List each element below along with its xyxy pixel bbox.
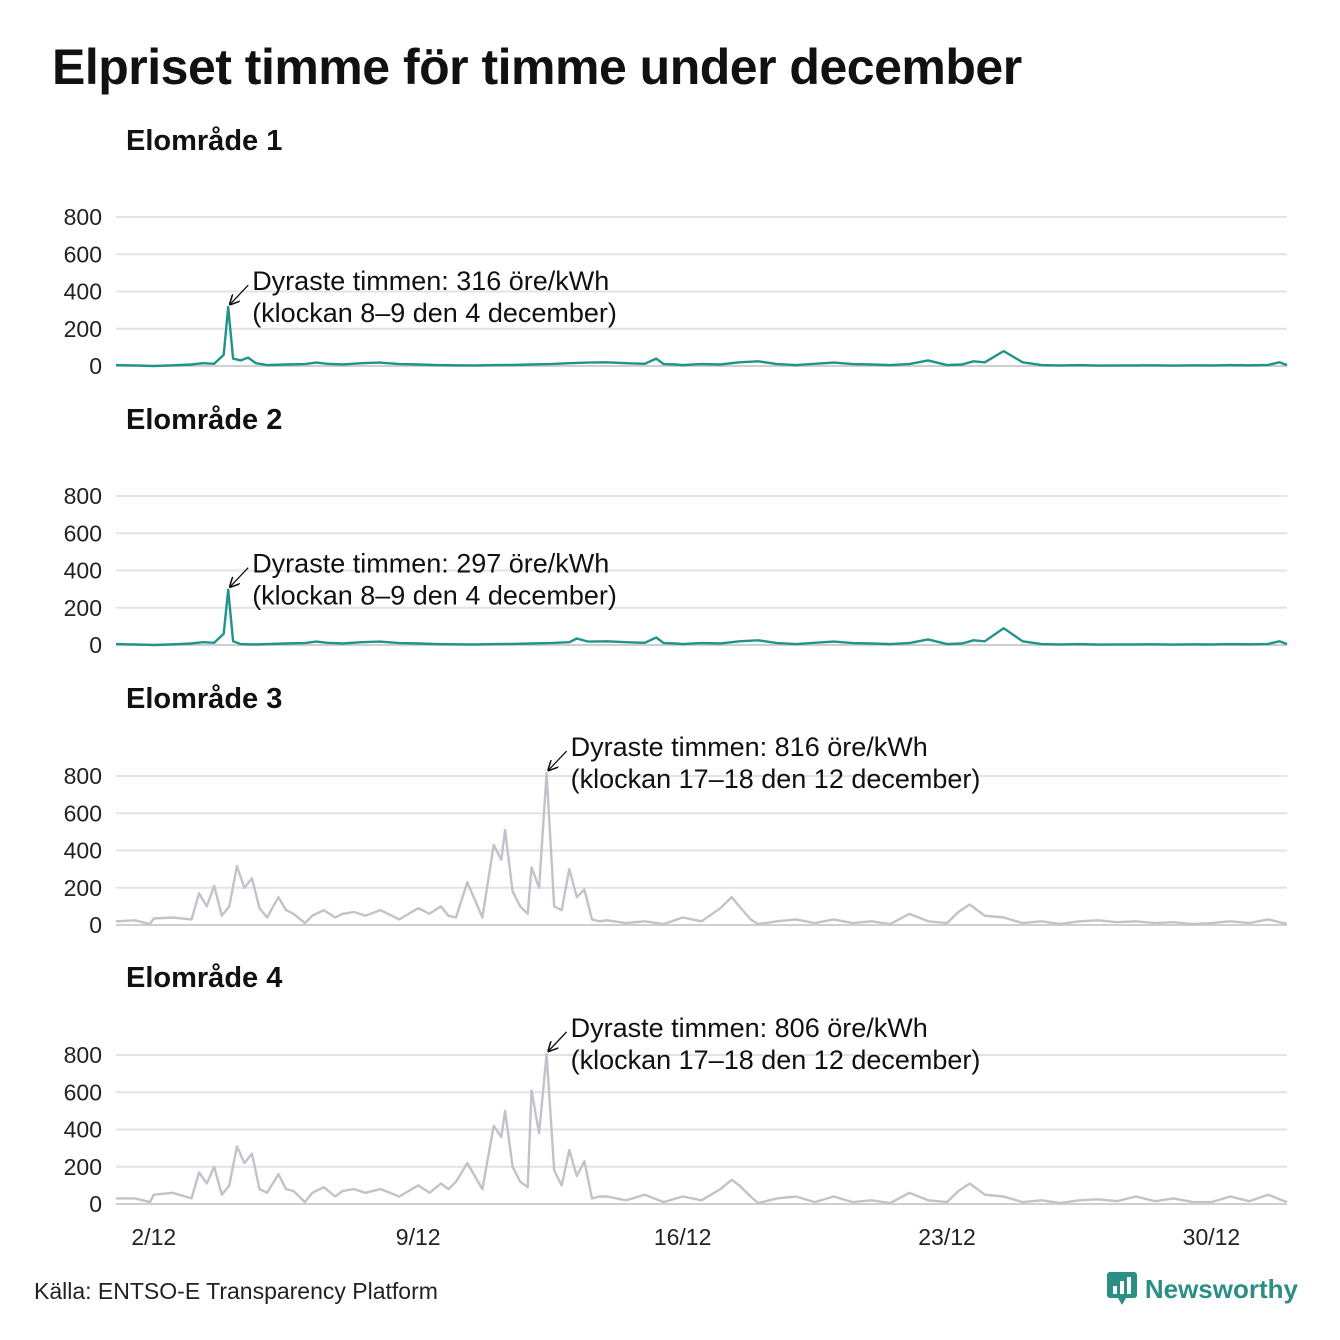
y-tick-label: 600 — [64, 241, 102, 267]
series-line — [115, 305, 1288, 368]
annotation-text: (klockan 17–18 den 12 december) — [571, 1045, 981, 1075]
series-line — [115, 771, 1288, 926]
newsworthy-logo-icon — [1106, 1272, 1137, 1305]
annotation-text: Dyraste timmen: 816 öre/kWh — [571, 732, 928, 762]
y-tick-label: 400 — [64, 838, 102, 864]
panel-title: Elområde 2 — [126, 404, 282, 436]
y-tick-label: 200 — [64, 875, 102, 901]
chart-panel-1: Elområde 1 0 200 400 600 800 Dyraste timmen: 3… — [64, 125, 1288, 379]
y-tick-label: 400 — [64, 558, 102, 584]
annotation-arrow — [549, 1031, 568, 1051]
chart-panel-2: Elområde 2 0 200 400 600 800 Dyraste timmen: 2… — [64, 404, 1288, 658]
y-tick-label: 400 — [64, 1117, 102, 1143]
annotation-text: (klockan 8–9 den 4 december) — [252, 298, 617, 328]
y-tick-label: 0 — [89, 632, 102, 658]
y-tick-label: 600 — [64, 520, 102, 546]
y-tick-label: 200 — [64, 595, 102, 621]
chart-panel-3: Elområde 3 0 200 400 600 800 Dyraste timmen: 8… — [64, 683, 1288, 938]
annotation-arrow — [230, 284, 249, 304]
annotation-text: Dyraste timmen: 316 öre/kWh — [252, 266, 609, 296]
brand-name: Newsworthy — [1144, 1273, 1298, 1304]
source-note: Källa: ENTSO-E Transparency Platform — [34, 1278, 438, 1304]
x-tick-label: 16/12 — [654, 1224, 712, 1250]
y-tick-label: 600 — [64, 800, 102, 826]
x-tick-label: 2/12 — [131, 1224, 176, 1250]
panel-title: Elområde 4 — [126, 962, 282, 994]
panel-title: Elområde 1 — [126, 125, 282, 157]
series-line — [115, 588, 1288, 647]
annotation-arrow — [230, 567, 249, 587]
annotation-text: (klockan 17–18 den 12 december) — [571, 764, 981, 794]
annotation-text: Dyraste timmen: 297 öre/kWh — [252, 549, 609, 579]
y-tick-label: 200 — [64, 1154, 102, 1180]
x-tick-label: 9/12 — [396, 1224, 441, 1250]
y-tick-label: 800 — [64, 763, 102, 789]
x-tick-label: 23/12 — [918, 1224, 976, 1250]
y-tick-label: 0 — [89, 1191, 102, 1217]
y-tick-label: 600 — [64, 1079, 102, 1105]
series-line — [116, 1052, 1288, 1205]
chart-panel-4: Elområde 4 0 200 400 600 800 Dyraste timmen: 8… — [64, 962, 1288, 1250]
annotation-text: Dyraste timmen: 806 öre/kWh — [571, 1013, 928, 1043]
brand-logo: Newsworthy — [1106, 1272, 1298, 1306]
y-tick-label: 0 — [89, 353, 102, 379]
y-tick-label: 800 — [64, 483, 102, 509]
annotation-text: (klockan 8–9 den 4 december) — [252, 581, 617, 611]
y-tick-label: 800 — [64, 204, 102, 230]
y-tick-label: 800 — [64, 1042, 102, 1068]
panel-title: Elområde 3 — [126, 683, 282, 715]
y-tick-label: 0 — [89, 912, 102, 938]
annotation-arrow — [549, 750, 568, 770]
chart-title: Elpriset timme för timme under december — [52, 39, 1022, 95]
y-tick-label: 400 — [64, 279, 102, 305]
x-tick-label: 30/12 — [1183, 1224, 1241, 1250]
y-tick-label: 200 — [64, 316, 102, 342]
